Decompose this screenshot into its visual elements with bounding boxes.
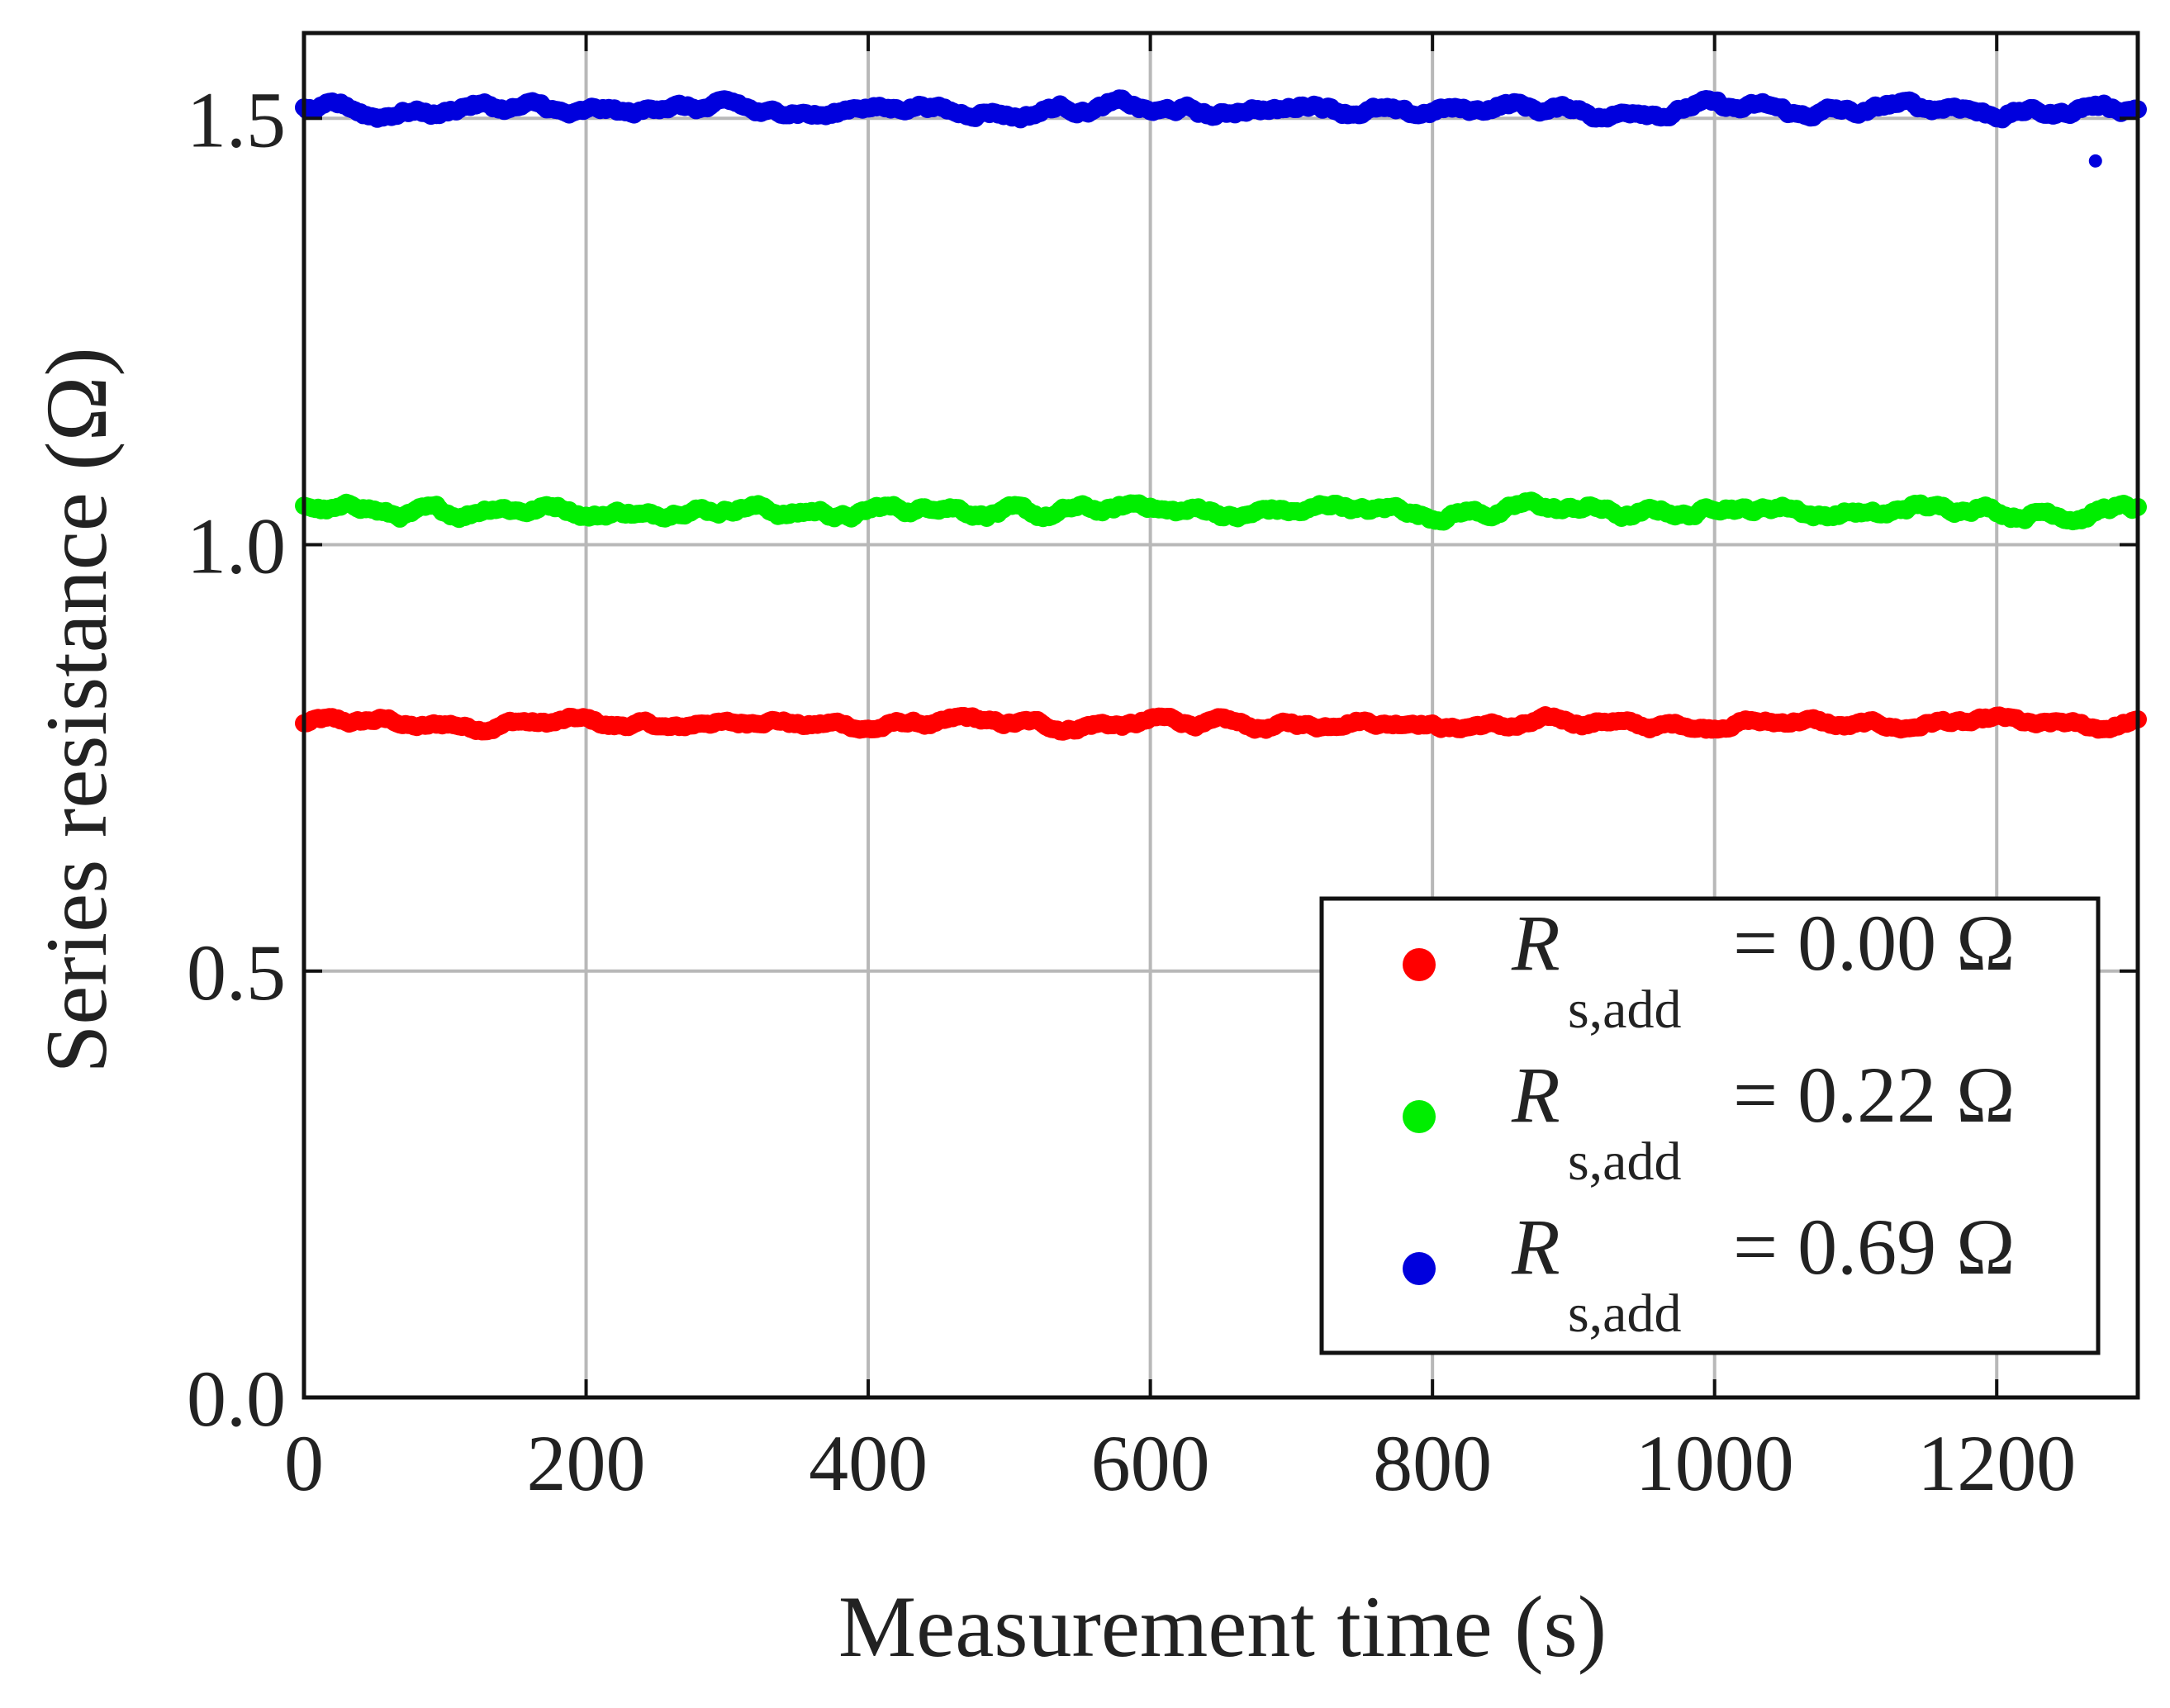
y-tick-label: 0.5 — [187, 928, 286, 1017]
x-tick-label: 600 — [1091, 1419, 1210, 1507]
legend-symbol: R — [1511, 899, 1560, 987]
x-tick-label: 1200 — [1917, 1419, 2076, 1507]
x-tick-labels: 0 200 400 600 800 1000 1200 — [284, 1419, 2076, 1507]
y-tick-labels: 0.0 0.5 1.0 1.5 — [187, 75, 286, 1443]
x-tick-label: 400 — [809, 1419, 928, 1507]
axis-ticks — [302, 33, 2138, 1399]
x-tick-label: 1000 — [1636, 1419, 1794, 1507]
legend-value: = 0.22 Ω — [1733, 1051, 2015, 1139]
legend-value: = 0.69 Ω — [1733, 1203, 2015, 1291]
x-axis-title: Measurement time (s) — [838, 1578, 1607, 1675]
series-0 — [295, 706, 2147, 741]
y-axis-title: Series resistance (Ω) — [28, 347, 125, 1073]
x-tick-label: 0 — [284, 1419, 324, 1507]
legend-box — [1319, 896, 2101, 1355]
series-2 — [295, 89, 2147, 129]
data-series — [295, 89, 2147, 741]
x-tick-label: 200 — [527, 1419, 646, 1507]
series-1 — [295, 491, 2147, 531]
y-tick-label: 1.0 — [187, 502, 286, 591]
y-tick-label: 0.0 — [187, 1355, 286, 1443]
outlier-point — [2088, 154, 2102, 168]
legend-marker-0 — [1403, 948, 1436, 981]
legend-marker-2 — [1403, 1252, 1436, 1285]
legend-subscript: s,add — [1568, 1132, 1681, 1192]
legend-subscript: s,add — [1568, 1283, 1681, 1344]
legend-marker-1 — [1403, 1100, 1436, 1133]
legend-value: = 0.00 Ω — [1733, 899, 2015, 987]
legend-subscript: s,add — [1568, 980, 1681, 1040]
legend-symbol: R — [1511, 1203, 1560, 1291]
plot-frame — [302, 31, 2140, 1400]
x-tick-label: 800 — [1373, 1419, 1492, 1507]
y-tick-label: 1.5 — [187, 75, 286, 164]
legend: Rs,add = 0.00 Ω Rs,add = 0.22 Ω Rs,add = 0.69… — [1319, 896, 2101, 1355]
legend-symbol: R — [1511, 1051, 1560, 1139]
